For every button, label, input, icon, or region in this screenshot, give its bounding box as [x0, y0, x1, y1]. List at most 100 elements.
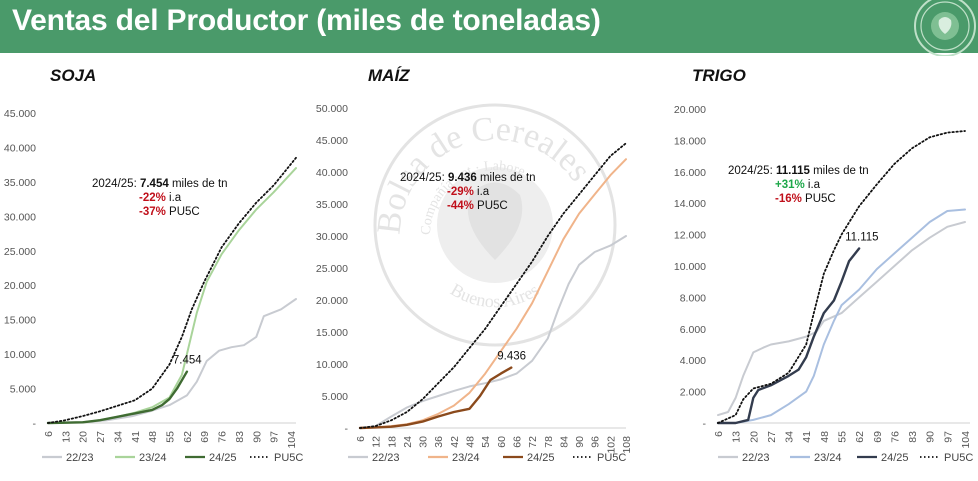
y-tick-label: 15.000	[4, 315, 36, 327]
legend-label-series-2324: 23/24	[814, 452, 842, 464]
x-tick-label: 13	[731, 431, 743, 443]
page-title: Ventas del Productor (miles de toneladas…	[12, 4, 601, 37]
x-tick-label: 13	[60, 431, 72, 443]
summary-annotation: 2024/25: 9.436 miles de tn -29% i.a -44% P…	[400, 172, 536, 212]
legend-label-series-2223: 22/23	[66, 452, 94, 464]
legend: 22/23 23/24 24/25 PU5C	[718, 452, 973, 464]
x-tick-label: 36	[433, 436, 445, 448]
y-tick-label: -	[345, 423, 349, 435]
y-tick-label: 12.000	[674, 230, 706, 242]
series-2223-line	[359, 235, 627, 429]
x-tick-label: 69	[199, 431, 211, 443]
x-tick-label: 104	[286, 431, 298, 449]
x-tick-label: 54	[480, 436, 492, 448]
x-tick-label: 12	[371, 436, 383, 448]
y-tick-label: 15.000	[316, 327, 348, 339]
x-tick-label: 42	[449, 436, 461, 448]
x-tick-label: 55	[165, 431, 177, 443]
x-tick-label: 41	[130, 431, 142, 443]
legend-label-series-2223: 22/23	[372, 452, 400, 464]
x-tick-label: 96	[590, 436, 602, 448]
chart-svg: TRIGO - 2.000 4.000 6.000 8.000 10.000 12.000 14…	[674, 66, 974, 464]
chart-svg: MAÍZ - 5.000 10.000 15.000 20.000 25.000 30.000…	[316, 66, 633, 464]
y-tick-label: 5.000	[322, 391, 348, 403]
chart-trigo: TRIGO - 2.000 4.000 6.000 8.000 10.000 12.000 14…	[652, 55, 978, 481]
summary-annotation: 2024/25: 7.454 miles de tn -22% i.a -37% P…	[92, 178, 228, 218]
watermark-seal-icon: Bolsa de Cereales Compañía · et · Labore…	[371, 103, 617, 347]
legend: 22/23 23/24 24/25 PU5C	[42, 452, 303, 464]
end-value-label: 11.115	[845, 231, 878, 243]
y-tick-label: 30.000	[316, 231, 348, 243]
y-tick-label: -	[33, 418, 37, 430]
series-2223-line	[717, 221, 966, 417]
y-tick-label: 10.000	[316, 359, 348, 371]
x-tick-label: 97	[942, 431, 954, 443]
x-tick-label: 97	[269, 431, 281, 443]
y-tick-label: 45.000	[316, 135, 348, 147]
x-tick-label: 78	[543, 436, 555, 448]
end-value-label: 9.436	[497, 351, 526, 363]
annotation-line-ia: +31% i.a	[775, 179, 821, 191]
chart-soja: SOJA - 5.000 10.000 15.000 20.000 25.000 30.000…	[0, 55, 310, 481]
x-tick-label: 60	[496, 436, 508, 448]
y-tick-label: 45.000	[4, 108, 36, 120]
x-tick-label: 62	[182, 431, 194, 443]
x-tick-label: 34	[112, 431, 124, 443]
chart-svg: SOJA - 5.000 10.000 15.000 20.000 25.000 30.000…	[4, 66, 304, 464]
x-tick-label: 24	[402, 436, 414, 448]
y-tick-label: 20.000	[4, 280, 36, 292]
x-tick-label: 83	[234, 431, 246, 443]
x-tick-label: 76	[217, 431, 229, 443]
series-2425-line	[716, 247, 861, 425]
y-tick-label: 35.000	[4, 177, 36, 189]
x-tick-label: 83	[907, 431, 919, 443]
x-tick-label: 62	[854, 431, 866, 443]
x-tick-label: 84	[558, 436, 570, 448]
x-tick-label: 27	[95, 431, 107, 443]
x-tick-label: 69	[872, 431, 884, 443]
x-tick-label: 6	[355, 436, 367, 442]
x-tick-label: 48	[147, 431, 159, 443]
x-tick-label: 48	[819, 431, 831, 443]
x-tick-label: 66	[511, 436, 523, 448]
y-tick-label: 10.000	[674, 261, 706, 273]
annotation-line-total: 2024/25: 11.115 miles de tn	[728, 165, 869, 177]
x-tick-label: 27	[766, 431, 778, 443]
legend-label-series-2425: 24/25	[209, 452, 237, 464]
y-tick-label: 18.000	[674, 135, 706, 147]
annotation-line-total: 2024/25: 9.436 miles de tn	[400, 172, 536, 184]
series-pu5c-line	[47, 156, 297, 424]
y-tick-label: 35.000	[316, 199, 348, 211]
y-tick-label: 8.000	[680, 292, 706, 304]
annotation-line-total: 2024/25: 7.454 miles de tn	[92, 178, 228, 190]
x-tick-label: 102	[605, 436, 617, 454]
y-tick-label: -	[703, 418, 707, 430]
y-tick-label: 4.000	[680, 355, 706, 367]
y-tick-label: 16.000	[674, 167, 706, 179]
x-tick-label: 6	[43, 431, 55, 437]
bolsa-logo-icon	[914, 0, 976, 56]
series-2425-line	[46, 370, 189, 425]
chart-title: SOJA	[50, 66, 96, 85]
y-tick-label: 20.000	[674, 104, 706, 116]
legend-label-series-2425: 24/25	[881, 452, 909, 464]
y-tick-label: 40.000	[4, 142, 36, 154]
legend-label-series-pu5c: PU5C	[274, 452, 303, 464]
y-tick-label: 6.000	[680, 324, 706, 336]
x-tick-label: 6	[713, 431, 725, 437]
x-tick-label: 108	[621, 436, 633, 454]
y-tick-label: 14.000	[674, 198, 706, 210]
legend-label-series-2324: 23/24	[139, 452, 167, 464]
legend: 22/23 23/24 24/25 PU5C	[348, 452, 626, 464]
y-tick-label: 30.000	[4, 211, 36, 223]
chart-title: MAÍZ	[368, 66, 410, 85]
annotation-line-ia: -29% i.a	[447, 186, 490, 198]
x-tick-label: 90	[574, 436, 586, 448]
x-tick-label: 48	[465, 436, 477, 448]
annotation-line-pu5c: -16% PU5C	[775, 193, 836, 205]
y-tick-label: 20.000	[316, 295, 348, 307]
x-tick-label: 20	[748, 431, 760, 443]
annotation-line-pu5c: -37% PU5C	[139, 206, 200, 218]
x-tick-label: 104	[960, 431, 972, 449]
legend-label-series-2223: 22/23	[742, 452, 770, 464]
